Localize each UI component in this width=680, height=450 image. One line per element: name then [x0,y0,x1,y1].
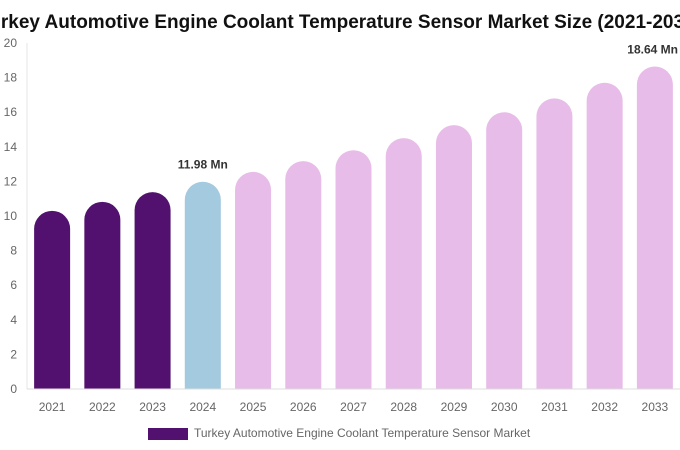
x-tick-label: 2033 [642,400,669,414]
bar-2033 [636,66,673,389]
x-tick-label: 2022 [89,400,116,414]
legend: Turkey Automotive Engine Coolant Tempera… [148,426,531,440]
data-label: 11.98 Mn [178,158,228,172]
bars: 11.98 Mn 18.64 Mn [34,43,678,390]
x-tick-label: 2023 [139,400,166,414]
y-tick-label: 6 [10,278,17,292]
bar-2025 [235,171,272,389]
y-tick-label: 4 [10,313,17,327]
bar-2030 [486,112,523,389]
y-tick-label: 16 [4,105,18,119]
x-tick-label: 2032 [591,400,618,414]
y-tick-label: 14 [4,140,18,154]
bar-2024 [184,181,221,389]
x-tick-label: 2024 [189,400,216,414]
data-label: 18.64 Mn [627,43,678,57]
y-tick-label: 0 [10,382,17,396]
x-tick-label: 2029 [441,400,468,414]
legend-swatch [148,428,188,440]
x-tick-label: 2026 [290,400,317,414]
y-tick-label: 12 [4,174,18,188]
bar-2021 [34,210,71,389]
bar-2027 [335,150,372,389]
bar-2029 [435,125,472,390]
y-axis: 0 2 4 6 8 10 12 14 16 18 20 [4,36,28,396]
legend-label: Turkey Automotive Engine Coolant Tempera… [194,426,531,440]
y-tick-label: 2 [10,347,17,361]
y-tick-label: 18 [4,71,18,85]
bar-2028 [385,138,422,389]
x-axis: 2021 2022 2023 2024 2025 2026 2027 2028 2029 2030… [27,388,680,414]
x-tick-label: 2025 [240,400,267,414]
bar-2026 [285,161,322,389]
y-tick-label: 20 [4,36,18,50]
x-tick-label: 2027 [340,400,367,414]
y-tick-label: 8 [10,244,17,258]
x-tick-label: 2028 [390,400,417,414]
x-tick-label: 2021 [39,400,66,414]
x-tick-label: 2031 [541,400,568,414]
chart-title: Turkey Automotive Engine Coolant Tempera… [0,12,680,33]
bar-2023 [134,192,171,389]
bar-2031 [536,98,573,390]
y-tick-label: 10 [4,209,18,223]
x-tick-label: 2030 [491,400,518,414]
bar-2032 [586,82,623,389]
bar-2022 [84,201,121,389]
